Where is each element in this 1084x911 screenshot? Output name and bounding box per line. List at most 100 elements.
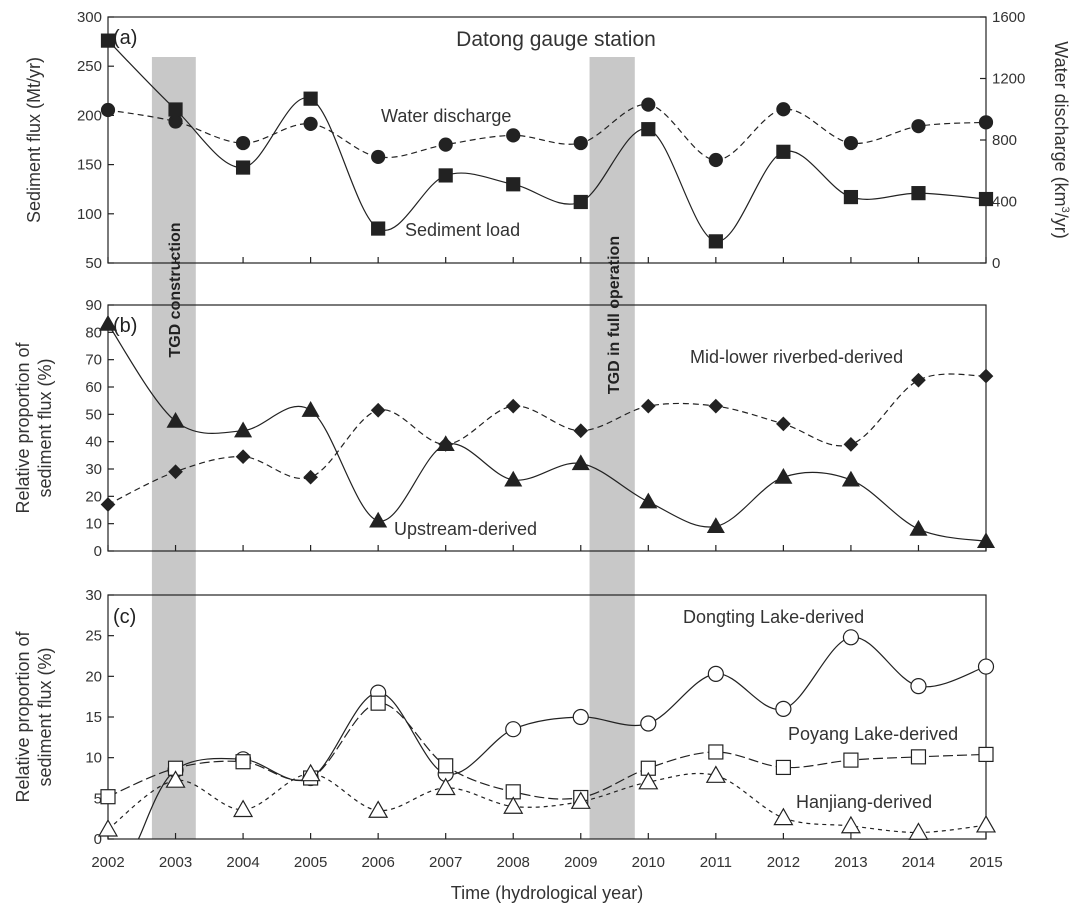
upstream-point-2004	[234, 421, 253, 438]
upstream-point-2002	[98, 314, 118, 331]
label-poyang: Poyang Lake-derived	[788, 724, 958, 744]
water-discharge-point-2015	[978, 115, 994, 130]
mid-lower-riverbed-point-2014	[911, 372, 926, 388]
dongting-point-2010	[640, 715, 657, 732]
mid-lower-riverbed-point-2013	[843, 437, 859, 452]
mid-lower-riverbed-point-2005	[303, 469, 318, 485]
upstream-point-2010	[639, 492, 658, 509]
panel-a-y-tick-label-50: 50	[85, 255, 102, 272]
panel-b-y-tick-label-60: 60	[85, 379, 102, 396]
sediment-load-point-2009	[573, 194, 588, 210]
sediment-load-point-2010	[641, 122, 656, 137]
dongting-line	[137, 636, 987, 840]
sediment-load-point-2008	[506, 177, 521, 192]
poyang-point-2004	[235, 754, 251, 770]
mid-lower-riverbed-point-2011	[708, 398, 724, 414]
water-discharge-point-2014	[911, 119, 926, 134]
hanjiang-point-2012	[773, 807, 794, 826]
sediment-load-point-2013	[843, 189, 859, 205]
panel-c-y-tick-label-5: 5	[94, 790, 102, 807]
x-tick-label-2004: 2004	[226, 854, 259, 871]
upstream-point-2009	[571, 454, 590, 471]
poyang-point-2013	[843, 752, 859, 768]
x-tick-label-2003: 2003	[159, 854, 192, 871]
dongting-point-2009	[572, 708, 589, 726]
panel-b-y-tick-label-70: 70	[85, 352, 102, 369]
shaded-band-1	[151, 57, 196, 839]
mid-lower-riverbed-point-2015	[978, 368, 994, 384]
dongting-point-2012	[775, 700, 792, 717]
upstream-point-2012	[774, 467, 793, 484]
label-upstream: Upstream-derived	[394, 519, 537, 539]
sediment-load-point-2012	[776, 144, 791, 159]
hanjiang-point-2011	[705, 765, 726, 783]
sediment-load-point-2003	[168, 102, 183, 117]
label-dongting: Dongting Lake-derived	[683, 607, 864, 627]
x-tick-label-2013: 2013	[834, 854, 867, 871]
sediment-load-point-2014	[911, 186, 926, 201]
water-discharge-point-2003	[168, 114, 183, 129]
panel-b-ylabel-line2: sediment flux (%)	[35, 358, 55, 497]
x-axis-title: Time (hydrological year)	[451, 883, 643, 903]
panel-a-y-tick-label-100: 100	[77, 206, 102, 223]
hanjiang-point-2006	[368, 800, 389, 818]
panel-b-y-tick-label-50: 50	[85, 406, 102, 423]
x-tick-label-2002: 2002	[91, 854, 124, 871]
panel-c-ylabel-line1: Relative proportion of	[13, 630, 33, 802]
hanjiang-point-2014	[908, 822, 929, 840]
water-discharge-point-2012	[776, 102, 791, 117]
hanjiang-point-2015	[975, 814, 997, 833]
ylabel-right-main: Water discharge (km	[1051, 41, 1071, 206]
mid-lower-riverbed-point-2010	[640, 398, 656, 414]
panel-c-marks	[97, 629, 997, 840]
panel-c-y-tick-label-30: 30	[85, 587, 102, 604]
hanjiang-point-2005	[300, 763, 321, 782]
panel-b-ticks: 0 10 20 30 40 50 60 70 80 90	[85, 297, 987, 560]
panel-c-tag: (c)	[113, 606, 136, 628]
water-discharge-point-2011	[708, 152, 723, 168]
panel-b-y-tick-label-20: 20	[85, 488, 102, 505]
panel-b-marks	[98, 314, 996, 549]
panel-b-frame	[107, 304, 987, 552]
hanjiang-point-2004	[233, 799, 254, 818]
hanjiang-point-2008	[503, 796, 524, 814]
poyang-point-2015	[978, 746, 994, 763]
poyang-point-2002	[100, 789, 116, 805]
label-hanjiang: Hanjiang-derived	[796, 792, 932, 812]
ylabel-right-superscript: 3	[1059, 207, 1071, 213]
water-discharge-line	[107, 103, 987, 161]
upstream-point-2008	[504, 470, 523, 487]
upstream-point-2006	[369, 511, 388, 528]
x-tick-label-2014: 2014	[902, 854, 935, 871]
water-discharge-point-2009	[573, 135, 588, 151]
upstream-point-2013	[841, 470, 860, 487]
x-tick-label-2007: 2007	[429, 854, 462, 871]
mid-lower-riverbed-point-2008	[505, 398, 521, 414]
panel-c-y-tick-label-20: 20	[85, 668, 102, 685]
poyang-point-2014	[910, 749, 927, 765]
water-discharge-point-2006	[371, 149, 386, 165]
sediment-load-point-2007	[438, 168, 453, 183]
panel-a-tag: (a)	[113, 27, 137, 49]
hanjiang-point-2010	[638, 771, 659, 790]
sediment-load-point-2006	[371, 221, 386, 236]
sediment-load-point-2015	[978, 191, 994, 207]
water-discharge-point-2008	[506, 128, 521, 143]
label-sediment-load: Sediment load	[405, 220, 520, 240]
sediment-load-line	[107, 40, 987, 243]
shaded-bands	[151, 57, 635, 839]
panel-c-ylabel-line2: sediment flux (%)	[35, 647, 55, 786]
panel-c-y-tick-label-0: 0	[94, 831, 102, 848]
upstream-point-2014	[909, 519, 928, 536]
panel-a-marks	[100, 33, 994, 249]
mid-lower-riverbed-point-2012	[776, 416, 791, 432]
panel-b: 0 10 20 30 40 50 60 70 80 90 (b) Mid-lower riverb…	[13, 297, 996, 560]
panel-b-y-tick-label-0: 0	[94, 543, 102, 560]
poyang-point-2007	[438, 758, 454, 774]
water-discharge-point-2013	[843, 135, 859, 151]
dongting-point-2011	[707, 665, 724, 682]
poyang-point-2006	[370, 695, 386, 711]
mid-lower-riverbed-point-2003	[168, 464, 183, 480]
panel-c-y-tick-label-25: 25	[85, 628, 102, 645]
panel-a: 50 100 150 200 250 300 0 400 800 1200 1600 (a) Da…	[24, 9, 1071, 272]
